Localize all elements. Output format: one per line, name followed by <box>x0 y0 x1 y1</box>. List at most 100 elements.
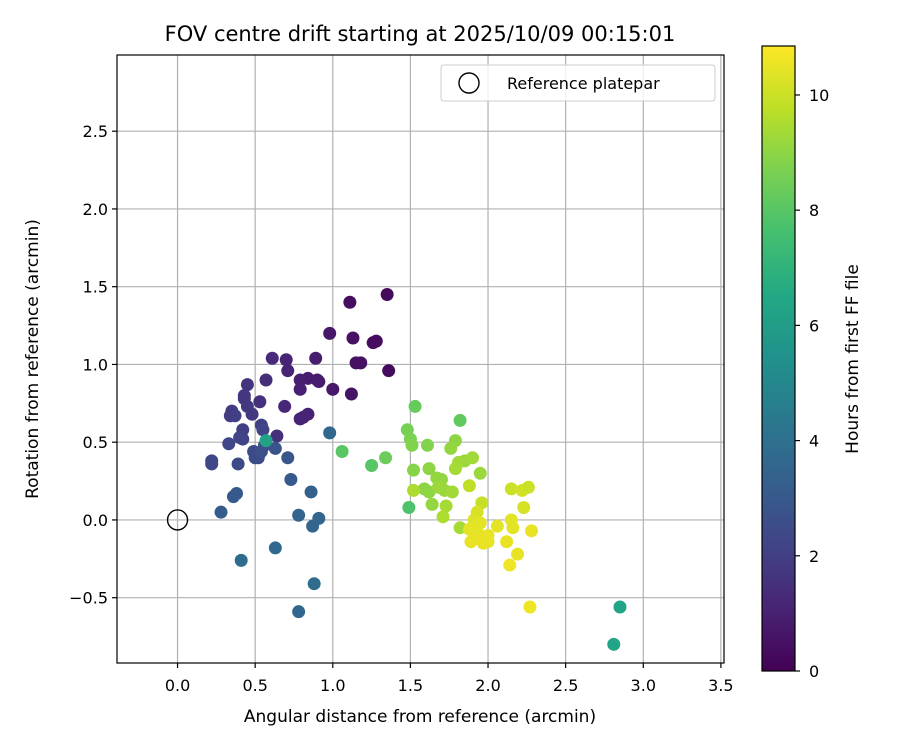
data-point <box>304 485 318 499</box>
data-point <box>281 451 295 465</box>
data-point <box>270 429 284 443</box>
data-point <box>481 535 495 549</box>
data-point <box>382 364 396 378</box>
data-point <box>240 378 254 392</box>
data-point <box>312 375 326 389</box>
data-point <box>323 326 337 340</box>
data-point <box>436 510 450 524</box>
y-tick-label: 1.0 <box>83 355 108 374</box>
data-point <box>253 395 267 409</box>
x-tick-label: 1.0 <box>320 676 345 695</box>
data-point <box>292 508 306 522</box>
colorbar-tick-label: 2 <box>809 547 819 566</box>
data-point <box>613 600 627 614</box>
x-tick-label: 3.0 <box>631 676 656 695</box>
colorbar-label: Hours from first FF file <box>843 264 863 454</box>
data-point <box>504 513 518 527</box>
x-axis-label: Angular distance from reference (arcmin) <box>244 707 596 727</box>
data-point <box>354 356 368 370</box>
y-tick-label: 1.5 <box>83 278 108 297</box>
data-point <box>445 485 459 499</box>
colorbar-gradient <box>762 46 795 671</box>
data-point <box>422 462 436 476</box>
data-point <box>517 501 531 515</box>
data-point <box>335 445 349 459</box>
data-point <box>233 431 247 445</box>
data-point <box>407 483 421 497</box>
x-axis-ticks: 0.0 0.5 1.0 1.5 2.0 2.5 3.0 3.5 <box>165 663 734 695</box>
data-point <box>281 364 295 378</box>
y-axis-ticks: −0.5 0.0 0.5 1.0 1.5 2.0 2.5 <box>69 122 117 608</box>
data-point <box>259 373 273 387</box>
x-tick-label: 3.5 <box>708 676 733 695</box>
data-point <box>326 382 340 396</box>
data-point <box>462 479 476 493</box>
data-point <box>268 441 282 455</box>
x-tick-label: 0.0 <box>165 676 190 695</box>
data-point <box>523 600 537 614</box>
data-point <box>462 522 476 536</box>
x-tick-label: 2.5 <box>553 676 578 695</box>
data-point <box>439 499 453 513</box>
data-point <box>259 434 273 448</box>
data-point <box>346 331 360 345</box>
legend: Reference platepar <box>440 64 716 102</box>
reference-platepar-marker <box>166 509 189 531</box>
y-tick-label: 2.0 <box>83 200 108 219</box>
x-tick-label: 0.5 <box>242 676 267 695</box>
data-point <box>228 409 242 423</box>
x-tick-label: 1.5 <box>398 676 423 695</box>
colorbar: 0 2 4 6 8 10 Hours from first FF file <box>761 45 863 681</box>
data-point <box>245 407 259 421</box>
data-point <box>500 535 514 549</box>
data-point <box>369 334 383 348</box>
data-point <box>284 473 298 487</box>
data-point <box>380 287 394 301</box>
data-point <box>607 637 621 651</box>
data-point <box>504 482 518 496</box>
data-point <box>365 459 379 473</box>
data-point <box>293 382 307 396</box>
data-point <box>307 577 321 591</box>
colorbar-frame <box>761 45 796 672</box>
data-point <box>466 451 480 465</box>
data-point <box>344 387 358 401</box>
data-point <box>503 558 517 572</box>
data-point <box>448 462 462 476</box>
data-point <box>323 426 337 440</box>
y-tick-label: 2.5 <box>83 122 108 141</box>
y-tick-label: 0.5 <box>83 433 108 452</box>
data-point <box>268 541 282 555</box>
data-point <box>265 351 279 365</box>
data-point <box>524 524 538 538</box>
data-point <box>490 519 504 533</box>
plot-frame <box>116 54 725 664</box>
data-point <box>234 553 248 567</box>
data-point <box>306 519 320 533</box>
colorbar-tick-label: 10 <box>809 86 829 105</box>
chart-title: FOV centre drift starting at 2025/10/09 … <box>165 22 676 46</box>
data-point <box>256 423 270 437</box>
data-points <box>205 287 627 651</box>
data-point <box>226 490 240 504</box>
colorbar-tick-label: 4 <box>809 432 819 451</box>
data-point <box>444 441 458 455</box>
y-axis-label: Rotation from reference (arcmin) <box>23 219 43 499</box>
data-point <box>296 410 310 424</box>
data-point <box>408 399 422 413</box>
data-point <box>521 480 535 494</box>
data-point <box>407 463 421 477</box>
x-tick-label: 2.0 <box>475 676 500 695</box>
legend-marker <box>458 72 480 94</box>
data-point <box>425 497 439 511</box>
data-point <box>420 438 434 452</box>
data-point <box>309 351 323 365</box>
data-point <box>292 605 306 619</box>
data-point <box>343 295 357 309</box>
data-point <box>379 451 393 465</box>
data-point <box>278 399 292 413</box>
y-tick-label: −0.5 <box>69 589 108 608</box>
grid-lines <box>117 55 724 663</box>
colorbar-tick-label: 6 <box>809 316 819 335</box>
